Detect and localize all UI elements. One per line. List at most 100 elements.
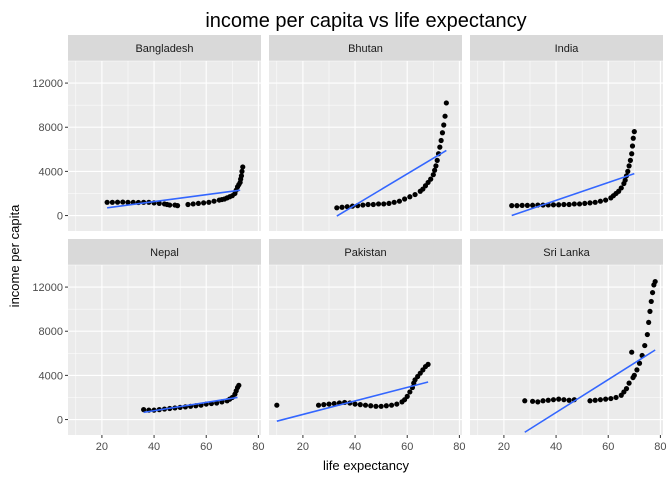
data-point [334,205,340,211]
data-point [430,172,436,178]
data-point [360,202,366,208]
data-point [381,201,387,207]
data-point [652,278,658,285]
trend-line [107,189,241,209]
x-tick-label: 20 [96,441,108,453]
data-point [571,201,577,207]
data-point [603,396,609,402]
data-point [190,201,196,207]
data-point [625,168,631,174]
facet-strip [269,239,462,265]
data-point [561,397,567,403]
data-point [514,203,520,209]
facet-strip [470,239,663,265]
data-point [388,402,395,408]
facet-strip-label: Bhutan [348,43,383,55]
facet-panel: Bhutan [269,35,462,231]
data-point [368,403,374,409]
data-point [631,372,637,378]
panel-background [269,61,462,231]
data-point [519,202,525,208]
data-point [522,398,528,404]
data-point [240,164,246,170]
x-tick-label: 60 [401,441,413,453]
data-point [438,137,444,144]
y-tick-label: 8000 [39,122,63,134]
data-point [185,201,191,208]
data-point [587,398,593,404]
data-point [561,201,567,208]
data-point [362,402,369,408]
data-point [357,402,363,408]
facet-strip-label: Bangladesh [135,43,193,55]
x-axis-title: life expectancy [323,458,409,473]
data-point [597,198,604,204]
data-point [524,202,530,208]
chart-title: income per capita vs life expectancy [205,10,526,32]
data-point [642,342,648,349]
data-point [425,361,431,367]
data-point [167,202,173,208]
data-point [365,201,371,208]
data-point [428,176,434,182]
panel-background [470,265,663,435]
data-point [529,398,536,404]
data-point [636,360,643,366]
y-tick-label: 0 [57,211,63,223]
data-point [274,402,280,408]
data-point [437,144,443,150]
trend-line [524,349,656,433]
data-point [648,298,654,305]
y-tick-label: 4000 [39,370,63,382]
data-point [629,143,636,149]
data-point [626,380,632,386]
facet-panel: Nepal 0 4000 8000 12000 20 40 60 80 [32,239,265,453]
data-point [375,201,382,207]
data-point [592,199,598,205]
data-point [629,349,635,355]
data-point [104,199,110,205]
data-point [629,151,635,157]
data-point [402,196,408,202]
data-point [120,199,126,205]
data-point [315,402,322,408]
data-point [344,204,350,210]
data-point [622,177,628,183]
data-point [550,202,557,208]
facet-strip [68,35,261,61]
trend-line [511,172,635,217]
y-tick-label: 12000 [32,78,63,90]
data-point [649,289,656,296]
data-point [556,202,562,208]
data-point [550,397,557,403]
x-tick-label: 80 [252,441,264,453]
data-point [556,396,562,402]
data-point [566,397,572,403]
x-tick-label: 40 [148,441,160,453]
data-point [412,191,418,198]
data-point [125,199,131,205]
data-point [331,400,337,407]
trend-line [336,149,447,217]
data-point [644,331,650,338]
data-point [442,113,448,119]
x-tick-label: 80 [453,441,465,453]
data-point [630,135,636,141]
y-tick-label: 4000 [39,166,63,178]
data-point [211,198,217,204]
data-point [383,403,389,409]
data-point [545,397,551,403]
facet-panel: Bangladesh 0 4000 8000 12000 [32,35,261,231]
data-point [433,163,439,169]
data-point [352,401,358,407]
data-point [587,200,593,206]
data-point [443,100,449,106]
data-point [566,201,572,208]
data-point [603,197,609,203]
data-point [370,201,376,208]
data-point [238,173,245,179]
facet-strip [269,35,462,61]
data-point [509,203,515,209]
data-point [373,403,379,409]
